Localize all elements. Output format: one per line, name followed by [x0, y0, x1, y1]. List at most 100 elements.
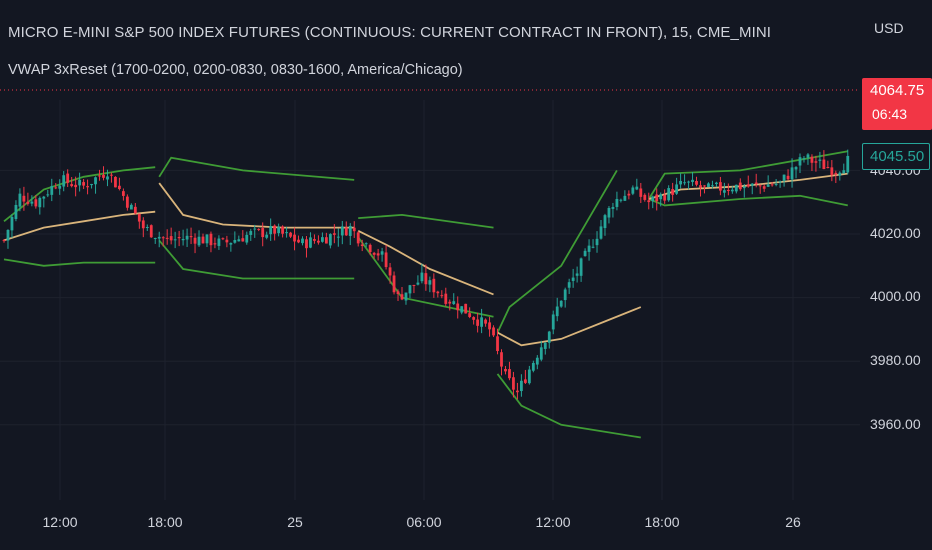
candle-body: [826, 167, 830, 169]
candle-body: [94, 177, 97, 185]
candle-body: [30, 201, 34, 204]
candle-body: [822, 159, 826, 170]
bar-countdown: 06:43: [872, 106, 908, 122]
candle-body: [205, 234, 209, 244]
candle-body: [663, 194, 667, 201]
candle-body: [396, 291, 400, 295]
candle-body: [313, 239, 316, 241]
currency-label[interactable]: USD: [874, 20, 904, 36]
vwap-upper-band: [648, 150, 848, 200]
candle-body: [285, 232, 288, 234]
candle-body: [241, 238, 245, 242]
candle-body: [185, 235, 189, 240]
vwap-line: [3, 210, 156, 242]
candle-body: [309, 237, 312, 248]
candle-body: [54, 187, 58, 189]
candle-body: [324, 237, 328, 244]
indicator-legend[interactable]: VWAP 3xReset (1700-0200, 0200-0830, 0830…: [8, 62, 463, 78]
candle-body: [778, 181, 782, 183]
candle-body: [392, 275, 396, 293]
candle-body: [297, 239, 300, 243]
candle-body: [356, 232, 360, 244]
candle-body: [169, 236, 173, 241]
candle-body: [229, 242, 233, 245]
vwap-upper-band: [3, 166, 156, 223]
candle-body: [444, 293, 448, 304]
candle-body: [273, 225, 277, 234]
candle-body: [26, 201, 30, 204]
candle-body: [277, 226, 281, 234]
candle-body: [551, 314, 555, 330]
candle-body: [838, 172, 842, 176]
candle-body: [360, 244, 364, 246]
candle-body: [659, 194, 663, 200]
vwap-line: [357, 229, 494, 296]
candle-body: [62, 175, 66, 187]
candle-body: [253, 228, 257, 230]
candle-body: [806, 154, 810, 158]
candle-body: [508, 369, 511, 379]
vwap-upper-band: [358, 213, 494, 229]
candle-body: [368, 244, 372, 253]
y-tick-label: 3960.00: [870, 416, 921, 432]
candle-body: [82, 182, 85, 186]
candle-body: [810, 156, 814, 163]
candle-body: [814, 161, 818, 163]
candle-body: [452, 301, 456, 305]
vwap-upper-band: [158, 156, 355, 181]
candle-body: [762, 186, 766, 189]
candle-body: [122, 191, 125, 196]
candle-body: [157, 236, 161, 239]
candle-body: [34, 199, 38, 207]
candle-body: [301, 238, 304, 244]
y-tick-label: 3980.00: [870, 352, 921, 368]
candle-body: [555, 306, 559, 317]
candle-body: [818, 159, 822, 161]
x-tick-label: 18:00: [147, 514, 183, 530]
candle-body: [18, 193, 22, 207]
candle-body: [639, 188, 643, 197]
candle-body: [563, 289, 567, 301]
candle-body: [492, 327, 495, 336]
chart-title[interactable]: MICRO E-MINI S&P 500 INDEX FUTURES (CONT…: [8, 24, 772, 41]
vwap-lower-band: [3, 258, 156, 267]
candle-body: [118, 185, 121, 190]
candle-body: [671, 189, 675, 195]
candle-body: [703, 185, 706, 187]
candle-body: [408, 285, 412, 294]
candle-body: [766, 184, 770, 187]
candle-body: [631, 187, 635, 194]
candle-body: [165, 237, 169, 239]
candle-body: [512, 377, 515, 390]
y-tick-label: 4000.00: [870, 288, 921, 304]
candle-body: [651, 196, 655, 202]
candle-body: [74, 184, 78, 188]
candle-body: [583, 250, 587, 257]
candle-body: [531, 362, 535, 371]
candle-body: [523, 379, 527, 383]
candle-body: [655, 194, 659, 202]
candle-body: [237, 239, 241, 242]
candle-body: [181, 238, 185, 241]
x-tick-label: 25: [287, 514, 303, 530]
candle-body: [623, 195, 627, 201]
candle-body: [722, 190, 726, 193]
candle-body: [102, 174, 105, 178]
candle-body: [114, 176, 117, 188]
candle-body: [149, 225, 153, 238]
candle-body: [70, 184, 74, 187]
candle-body: [328, 234, 332, 246]
candle-body: [141, 220, 145, 229]
candle-body: [352, 227, 356, 232]
x-tick-label: 18:00: [644, 514, 680, 530]
candle-body: [412, 284, 416, 286]
candle-body: [305, 239, 308, 249]
candle-body: [416, 282, 420, 285]
candle-body: [615, 198, 619, 207]
candle-body: [730, 189, 734, 192]
candle-body: [209, 233, 213, 246]
candle-body: [6, 229, 10, 241]
candle-body: [388, 267, 392, 276]
chart-grid: [0, 100, 860, 500]
